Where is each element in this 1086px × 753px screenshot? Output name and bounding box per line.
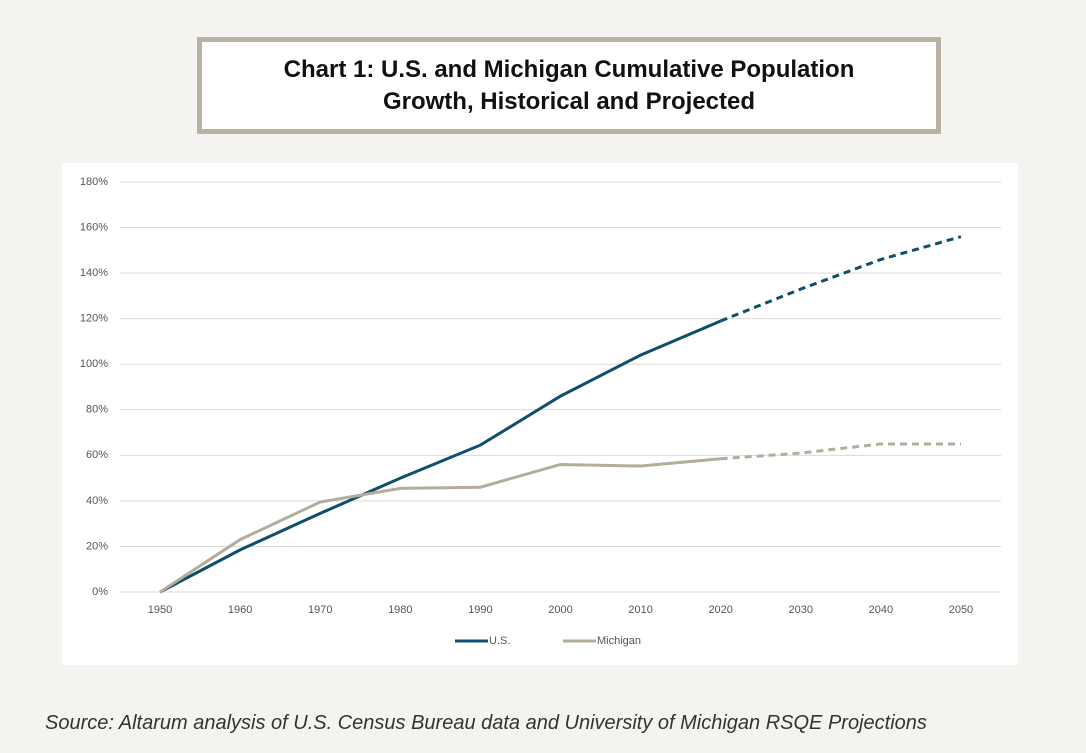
y-tick-label: 160% <box>80 221 108 233</box>
x-tick-label: 2050 <box>949 604 973 616</box>
y-tick-label: 80% <box>86 404 108 416</box>
y-tick-label: 140% <box>80 267 108 279</box>
x-tick-label: 2010 <box>628 604 652 616</box>
y-tick-label: 40% <box>86 495 108 507</box>
y-tick-label: 20% <box>86 540 108 552</box>
line-historical <box>159 457 721 594</box>
x-tick-label: 1990 <box>468 604 492 616</box>
title-box: Chart 1: U.S. and Michigan Cumulative Po… <box>197 37 941 134</box>
line-historical <box>159 319 722 594</box>
y-tick-label: 0% <box>92 586 108 598</box>
line-projected <box>720 442 961 461</box>
chart-title: Chart 1: U.S. and Michigan Cumulative Po… <box>283 55 855 115</box>
y-tick-label: 60% <box>86 449 108 461</box>
x-tick-label: 2020 <box>708 604 732 616</box>
x-tick-label: 2000 <box>548 604 572 616</box>
y-tick-label: 120% <box>80 313 108 325</box>
x-tick-label: 1960 <box>228 604 252 616</box>
legend-label: Michigan <box>597 635 641 647</box>
x-tick-label: 2030 <box>789 604 813 616</box>
y-tick-label: 180% <box>80 176 108 188</box>
legend-label: U.S. <box>489 635 510 647</box>
chart: 0% 20% 40% 60% 80% 100% 120% 140% 160% 180% 1950 19… <box>62 163 1018 665</box>
x-tick-label: 2040 <box>869 604 893 616</box>
plot-background <box>62 163 1018 665</box>
source-note: Source: Altarum analysis of U.S. Census … <box>45 712 927 734</box>
x-tick-label: 1970 <box>308 604 332 616</box>
x-tick-label: 1950 <box>148 604 172 616</box>
x-tick-label: 1980 <box>388 604 412 616</box>
y-tick-label: 100% <box>80 358 108 370</box>
